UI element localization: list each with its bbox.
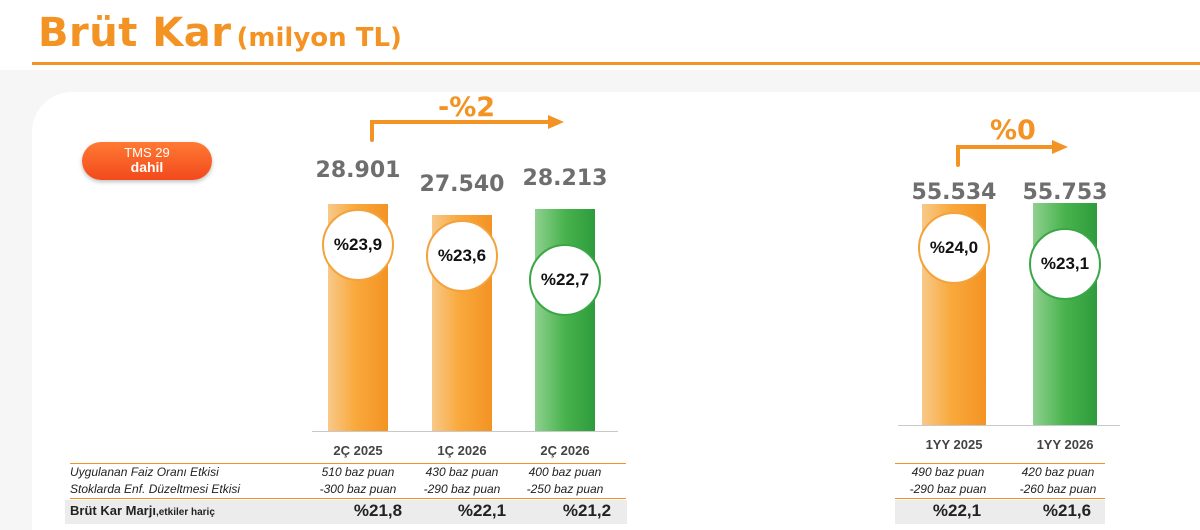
category-1yy2025: 1YY 2025: [925, 437, 983, 452]
stok-2c2026: -250 baz puan: [526, 482, 604, 496]
faiz-2c2025: 510 baz puan: [321, 465, 395, 479]
faiz-1yy2025: 490 baz puan: [911, 465, 985, 479]
bar-value-1yy2025: 55.534: [911, 180, 997, 205]
category-2c2026: 2Ç 2026: [540, 443, 590, 458]
margin-circle-2c2026: %22,7: [529, 244, 601, 316]
title-divider: [32, 62, 1200, 65]
margin-circle-1c2026: %23,6: [426, 220, 498, 292]
faiz-1c2026: 430 baz puan: [425, 465, 499, 479]
header: Brüt Kar (milyon TL): [0, 0, 1200, 70]
badge-line1: TMS 29: [124, 145, 170, 160]
stok-1yy2026: -260 baz puan: [1019, 482, 1097, 496]
row-label-faiz: Uygulanan Faiz Oranı Etkisi: [70, 465, 219, 479]
stok-2c2025: -300 baz puan: [319, 482, 397, 496]
margin-1c2026: %22,1: [457, 501, 507, 520]
row-label-stok: Stoklarda Enf. Düzeltmesi Etkisi: [70, 482, 241, 496]
x-axis-quarterly: [312, 431, 618, 432]
bar-2c2026: [535, 209, 595, 431]
margin-2c2025: %21,8: [353, 501, 403, 520]
margin-circle-1yy2026: %23,1: [1029, 228, 1101, 300]
change-arrow-quarterly: [370, 120, 550, 142]
title-main: Brüt Kar: [38, 10, 232, 56]
bar-value-1yy2026: 55.753: [1022, 180, 1108, 205]
change-arrow-halfyear: [956, 145, 1054, 167]
category-1c2026: 1Ç 2026: [437, 443, 487, 458]
bar-value-1c2026: 27.540: [419, 172, 505, 197]
margin-row-bg-right: [895, 500, 1105, 524]
change-label-quarterly: -%2: [438, 92, 496, 123]
margin-row-label: Brüt Kar Marjı,etkiler hariç: [70, 503, 215, 518]
faiz-1yy2026: 420 baz puan: [1021, 465, 1095, 479]
margin-label-main: Brüt Kar Marjı: [70, 503, 156, 518]
faiz-2c2026: 400 baz puan: [528, 465, 602, 479]
title-unit: (milyon TL): [236, 23, 402, 53]
badge-line2: dahil: [130, 159, 164, 175]
change-arrowhead-halfyear: [1052, 140, 1068, 154]
category-2c2025: 2Ç 2025: [333, 443, 383, 458]
stok-1c2026: -290 baz puan: [423, 482, 501, 496]
bar-value-2c2026: 28.213: [522, 166, 608, 191]
bar-value-2c2025: 28.901: [315, 158, 401, 183]
tms29-badge: TMS 29 dahil: [82, 142, 212, 180]
page-title: Brüt Kar (milyon TL): [38, 10, 402, 56]
table-rule-top-right: [895, 463, 1105, 464]
margin-circle-1yy2025: %24,0: [918, 212, 990, 284]
change-label-halfyear: %0: [990, 115, 1036, 146]
change-arrowhead-quarterly: [548, 115, 564, 129]
table-rule-bottom-left: [70, 498, 626, 499]
margin-1yy2026: %21,6: [1042, 501, 1092, 520]
category-1yy2026: 1YY 2026: [1036, 437, 1094, 452]
margin-1yy2025: %22,1: [932, 501, 982, 520]
margin-label-suffix: ,etkiler hariç: [155, 507, 215, 518]
stok-1yy2025: -290 baz puan: [909, 482, 987, 496]
margin-circle-2c2025: %23,9: [322, 209, 394, 281]
table-rule-top-left: [70, 463, 626, 464]
margin-2c2026: %21,2: [562, 501, 612, 520]
table-rule-bottom-right: [895, 498, 1105, 499]
x-axis-halfyear: [898, 425, 1120, 426]
content-card: [32, 92, 1200, 530]
margin-row-bg-left: [65, 500, 627, 524]
